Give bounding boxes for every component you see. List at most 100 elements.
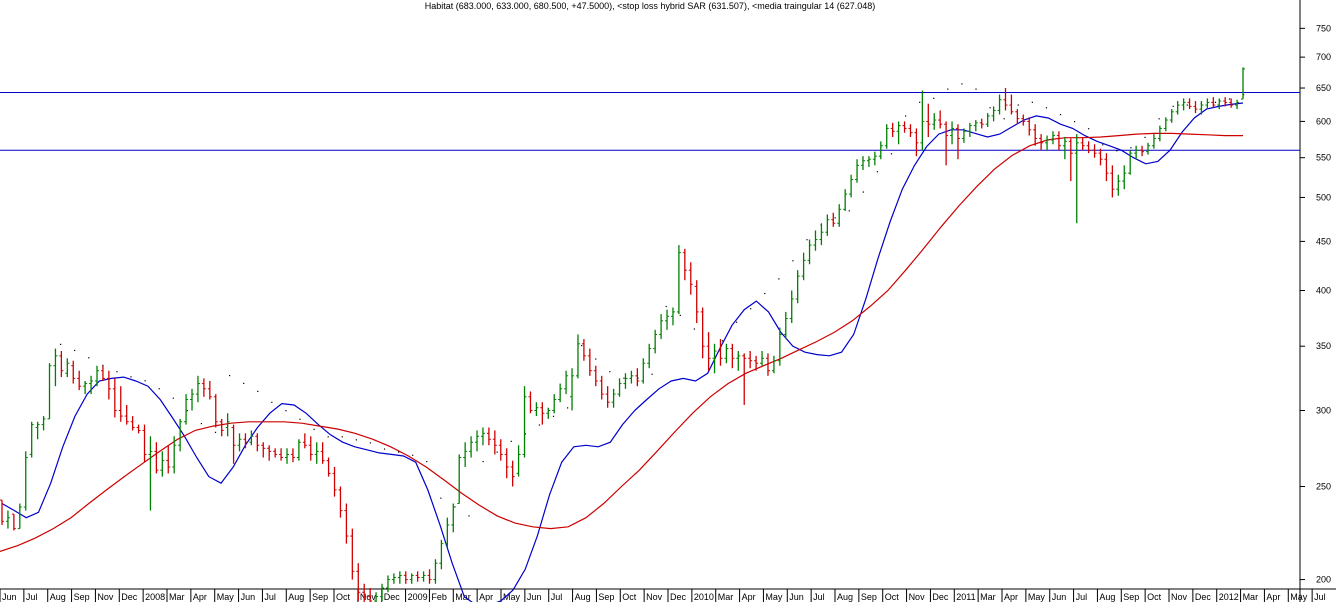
y-tick-label: 550 xyxy=(1316,153,1331,163)
x-tick-label: Jul xyxy=(264,592,276,602)
sar-dot xyxy=(341,436,343,438)
x-tick-label: Aug xyxy=(288,592,304,602)
sar-dot xyxy=(552,415,555,417)
x-tick-label: Mar xyxy=(718,592,734,602)
chart-title: Habitat (683.000, 633.000, 680.500, +47.… xyxy=(424,1,876,11)
sar-dot xyxy=(736,321,738,323)
sar-dot xyxy=(1144,136,1146,139)
x-tick-label: Aug xyxy=(1099,592,1115,602)
x-tick-label: May xyxy=(1028,592,1046,602)
sar-dot xyxy=(750,308,752,310)
y-tick-label: 700 xyxy=(1316,52,1331,62)
y-tick-label: 300 xyxy=(1316,405,1331,415)
sar-dot xyxy=(1116,150,1118,152)
sar-dot xyxy=(299,418,301,420)
x-tick-label: Aug xyxy=(837,592,853,602)
sar-dot xyxy=(440,497,442,499)
x-tick-label: Sep xyxy=(1123,592,1139,602)
sar-dot xyxy=(975,88,977,90)
x-tick-label: May xyxy=(765,592,783,602)
sar-dot xyxy=(679,314,681,316)
sar-dot xyxy=(764,292,766,295)
y-tick-label: 250 xyxy=(1316,482,1331,492)
sar-dot xyxy=(721,340,724,342)
sar-dot xyxy=(1102,144,1104,146)
sar-dot xyxy=(905,115,907,117)
sar-dot xyxy=(383,448,386,450)
sar-dot xyxy=(186,410,188,412)
x-tick-label: Oct xyxy=(336,592,351,602)
y-tick-label: 600 xyxy=(1316,116,1331,126)
sar-dot xyxy=(510,440,512,442)
sar-dot xyxy=(482,460,484,463)
sar-dot xyxy=(961,83,963,85)
sar-dot xyxy=(792,260,794,262)
sar-dot xyxy=(1172,105,1174,107)
x-tick-label: May xyxy=(503,592,521,602)
sar-dot xyxy=(412,454,414,456)
x-tick-label: Aug xyxy=(50,592,66,602)
x-tick-label: May xyxy=(1290,592,1308,602)
x-tick-label: 2009 xyxy=(408,592,428,602)
sar-dot xyxy=(398,451,400,453)
sar-dot xyxy=(1045,107,1048,109)
sar-dot xyxy=(102,364,104,366)
x-tick-label: Oct xyxy=(622,592,637,602)
x-tick-label: Sep xyxy=(861,592,877,602)
sar-dot xyxy=(581,344,583,347)
triangular-ma-line xyxy=(1,102,1244,607)
sar-dot xyxy=(74,349,76,352)
x-tick-label: Jun xyxy=(2,592,17,602)
sar-dot xyxy=(524,433,526,435)
x-tick-label: Jun xyxy=(527,592,542,602)
sar-dot xyxy=(1003,118,1005,120)
sar-dot xyxy=(567,407,569,409)
sar-dot xyxy=(158,388,160,390)
x-tick-label: Dec xyxy=(932,592,949,602)
sar-dot xyxy=(933,97,935,99)
x-tick-label: Apr xyxy=(1266,592,1280,602)
sar-dot xyxy=(876,171,879,173)
sar-dot xyxy=(369,442,372,444)
x-tick-label: Jun xyxy=(1052,592,1067,602)
sar-dot xyxy=(806,239,808,241)
sar-dot xyxy=(1186,104,1188,106)
x-tick-label: Nov xyxy=(909,592,926,602)
x-tick-label: Jul xyxy=(813,592,825,602)
sar-dot xyxy=(200,422,203,425)
sar-dot xyxy=(609,371,611,373)
sar-dot xyxy=(538,424,541,426)
x-tick-label: Jul xyxy=(1076,592,1088,602)
sar-dot xyxy=(1031,101,1033,103)
x-tick-label: Apr xyxy=(193,592,207,602)
x-tick-label: Nov xyxy=(97,592,114,602)
x-tick-label: 2010 xyxy=(694,592,714,602)
sar-dot xyxy=(214,431,217,433)
x-tick-label: Sep xyxy=(598,592,614,602)
x-tick-label: Oct xyxy=(1147,592,1162,602)
sar-dot xyxy=(1017,104,1019,106)
sar-dot xyxy=(862,191,864,193)
x-tick-label: Sep xyxy=(312,592,328,602)
sar-dot xyxy=(947,88,949,90)
sar-dot xyxy=(1130,147,1132,149)
sar-dot xyxy=(271,401,273,403)
sar-dot xyxy=(665,305,667,308)
sar-dot xyxy=(426,460,428,463)
sar-dot xyxy=(1088,128,1090,130)
sar-dot xyxy=(468,515,470,517)
x-tick-label: Sep xyxy=(74,592,90,602)
x-tick-label: Dec xyxy=(121,592,138,602)
sar-dot xyxy=(172,397,174,399)
sar-dot xyxy=(130,376,132,378)
x-tick-label: Dec xyxy=(670,592,687,602)
sar-dot xyxy=(919,101,921,103)
sar-dot xyxy=(778,278,780,280)
x-tick-label: Apr xyxy=(1004,592,1018,602)
x-tick-label: Nov xyxy=(646,592,663,602)
sar-dot xyxy=(313,428,315,431)
x-tick-label: Feb xyxy=(431,592,447,602)
x-tick-label: 2008 xyxy=(145,592,165,602)
x-tick-label: Apr xyxy=(742,592,756,602)
